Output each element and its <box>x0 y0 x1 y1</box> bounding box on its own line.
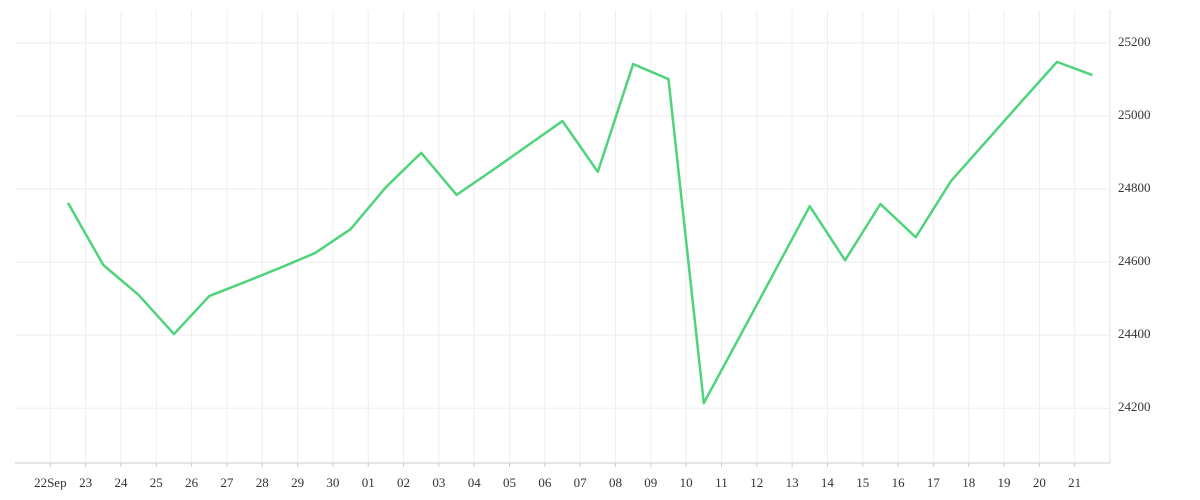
x-tick-label: 28 <box>256 475 269 490</box>
x-tick-label: 03 <box>432 475 445 490</box>
x-tick-label: 14 <box>821 475 835 490</box>
x-tick-label: 18 <box>962 475 975 490</box>
x-tick-label: 01 <box>362 475 375 490</box>
x-tick-label: 09 <box>644 475 657 490</box>
y-tick-label: 24200 <box>1118 399 1151 414</box>
x-tick-label: 25 <box>150 475 163 490</box>
x-tick-label: 30 <box>326 475 339 490</box>
line-series <box>66 60 1093 405</box>
x-tick-label: 08 <box>609 475 622 490</box>
x-tick-label: 13 <box>786 475 799 490</box>
x-tick-label: 24 <box>114 475 128 490</box>
x-tick-label: 21 <box>1068 475 1081 490</box>
x-tick-label: 27 <box>220 475 234 490</box>
x-tick-label: 12 <box>750 475 763 490</box>
x-tick-label: 07 <box>574 475 588 490</box>
x-tick-label: 22Sep <box>34 475 67 490</box>
x-tick-label: 16 <box>892 475 906 490</box>
x-tick-label: 02 <box>397 475 410 490</box>
y-tick-label: 25000 <box>1118 107 1151 122</box>
x-tick-label: 04 <box>468 475 482 490</box>
x-tick-label: 23 <box>79 475 92 490</box>
x-tick-label: 17 <box>927 475 941 490</box>
x-tick-label: 26 <box>185 475 199 490</box>
x-tick-label: 20 <box>1033 475 1046 490</box>
x-tick-label: 29 <box>291 475 304 490</box>
x-tick-label: 19 <box>998 475 1011 490</box>
x-tick-label: 15 <box>856 475 869 490</box>
x-tick-label: 05 <box>503 475 516 490</box>
x-tick-label: 06 <box>538 475 552 490</box>
y-tick-label: 24800 <box>1118 180 1151 195</box>
y-tick-label: 24600 <box>1118 253 1151 268</box>
y-tick-label: 25200 <box>1118 34 1151 49</box>
x-tick-label: 11 <box>715 475 728 490</box>
x-tick-label: 10 <box>680 475 693 490</box>
y-tick-label: 24400 <box>1118 326 1151 341</box>
